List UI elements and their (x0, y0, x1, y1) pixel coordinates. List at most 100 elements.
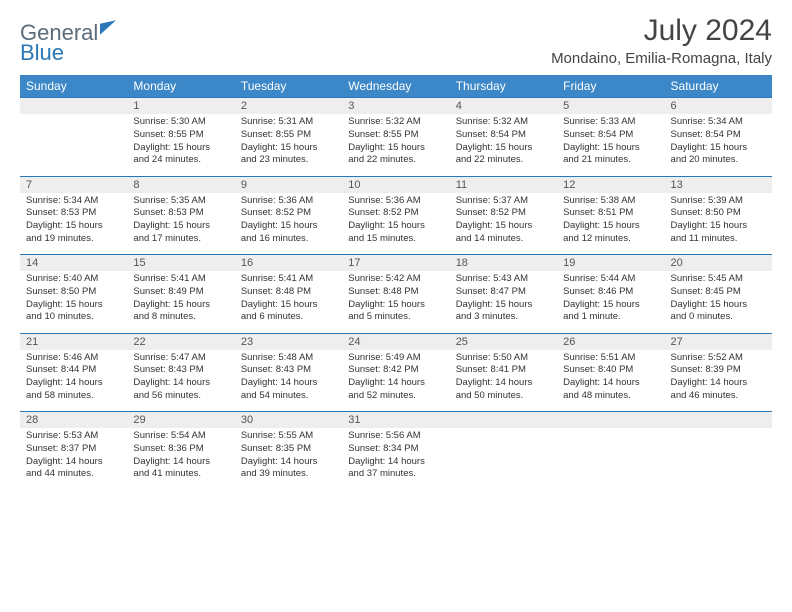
daylight2-text: and 39 minutes. (241, 468, 336, 481)
day-content-cell (450, 428, 557, 490)
sunset-text: Sunset: 8:53 PM (133, 207, 228, 220)
sunset-text: Sunset: 8:46 PM (563, 286, 658, 299)
daylight1-text: Daylight: 15 hours (241, 220, 336, 233)
weekday-row: SundayMondayTuesdayWednesdayThursdayFrid… (20, 75, 772, 98)
day-content-cell: Sunrise: 5:50 AMSunset: 8:41 PMDaylight:… (450, 350, 557, 412)
day-content-cell: Sunrise: 5:32 AMSunset: 8:54 PMDaylight:… (450, 114, 557, 176)
day-number-cell: 25 (450, 333, 557, 350)
day-content-cell: Sunrise: 5:47 AMSunset: 8:43 PMDaylight:… (127, 350, 234, 412)
day-content-cell: Sunrise: 5:40 AMSunset: 8:50 PMDaylight:… (20, 271, 127, 333)
day-number-cell: 14 (20, 255, 127, 272)
day-number-cell: 9 (235, 176, 342, 193)
sunrise-text: Sunrise: 5:40 AM (26, 273, 121, 286)
daylight2-text: and 21 minutes. (563, 154, 658, 167)
day-content-cell: Sunrise: 5:34 AMSunset: 8:54 PMDaylight:… (665, 114, 772, 176)
sunset-text: Sunset: 8:51 PM (563, 207, 658, 220)
sunset-text: Sunset: 8:54 PM (456, 129, 551, 142)
weekday-header: Tuesday (235, 75, 342, 98)
day-content-cell: Sunrise: 5:39 AMSunset: 8:50 PMDaylight:… (665, 193, 772, 255)
day-content-cell: Sunrise: 5:38 AMSunset: 8:51 PMDaylight:… (557, 193, 664, 255)
daylight1-text: Daylight: 15 hours (241, 299, 336, 312)
sunrise-text: Sunrise: 5:30 AM (133, 116, 228, 129)
daylight1-text: Daylight: 14 hours (348, 377, 443, 390)
daylight1-text: Daylight: 15 hours (671, 220, 766, 233)
weekday-header: Wednesday (342, 75, 449, 98)
day-content-cell: Sunrise: 5:55 AMSunset: 8:35 PMDaylight:… (235, 428, 342, 490)
daylight2-text: and 8 minutes. (133, 311, 228, 324)
daylight1-text: Daylight: 15 hours (348, 220, 443, 233)
daylight1-text: Daylight: 14 hours (133, 377, 228, 390)
day-content-cell: Sunrise: 5:49 AMSunset: 8:42 PMDaylight:… (342, 350, 449, 412)
day-number-cell: 1 (127, 98, 234, 115)
daylight1-text: Daylight: 14 hours (241, 456, 336, 469)
sunrise-text: Sunrise: 5:32 AM (456, 116, 551, 129)
sunrise-text: Sunrise: 5:33 AM (563, 116, 658, 129)
sunrise-text: Sunrise: 5:51 AM (563, 352, 658, 365)
day-content-cell: Sunrise: 5:44 AMSunset: 8:46 PMDaylight:… (557, 271, 664, 333)
sunrise-text: Sunrise: 5:34 AM (26, 195, 121, 208)
daynum-row: 78910111213 (20, 176, 772, 193)
sunset-text: Sunset: 8:43 PM (241, 364, 336, 377)
day-number-cell: 27 (665, 333, 772, 350)
sunrise-text: Sunrise: 5:36 AM (348, 195, 443, 208)
daynum-row: 21222324252627 (20, 333, 772, 350)
day-number-cell: 21 (20, 333, 127, 350)
daylight2-text: and 15 minutes. (348, 233, 443, 246)
sunrise-text: Sunrise: 5:56 AM (348, 430, 443, 443)
sunrise-text: Sunrise: 5:31 AM (241, 116, 336, 129)
sunrise-text: Sunrise: 5:38 AM (563, 195, 658, 208)
daylight1-text: Daylight: 14 hours (456, 377, 551, 390)
sunrise-text: Sunrise: 5:34 AM (671, 116, 766, 129)
daylight2-text: and 14 minutes. (456, 233, 551, 246)
logo-text-blue: Blue (20, 40, 64, 65)
daylight2-text: and 3 minutes. (456, 311, 551, 324)
daylight2-text: and 24 minutes. (133, 154, 228, 167)
day-number-cell: 17 (342, 255, 449, 272)
sunrise-text: Sunrise: 5:54 AM (133, 430, 228, 443)
daylight2-text: and 48 minutes. (563, 390, 658, 403)
day-number-cell: 15 (127, 255, 234, 272)
sunset-text: Sunset: 8:45 PM (671, 286, 766, 299)
day-number-cell: 30 (235, 412, 342, 429)
day-number-cell (450, 412, 557, 429)
sunset-text: Sunset: 8:42 PM (348, 364, 443, 377)
day-number-cell: 29 (127, 412, 234, 429)
day-number-cell: 20 (665, 255, 772, 272)
daylight2-text: and 54 minutes. (241, 390, 336, 403)
day-number-cell: 11 (450, 176, 557, 193)
day-number-cell: 7 (20, 176, 127, 193)
day-number-cell (557, 412, 664, 429)
sunrise-text: Sunrise: 5:37 AM (456, 195, 551, 208)
daylight1-text: Daylight: 14 hours (133, 456, 228, 469)
daylight1-text: Daylight: 15 hours (456, 142, 551, 155)
day-content-cell: Sunrise: 5:56 AMSunset: 8:34 PMDaylight:… (342, 428, 449, 490)
sunset-text: Sunset: 8:34 PM (348, 443, 443, 456)
daylight1-text: Daylight: 15 hours (348, 142, 443, 155)
day-content-cell: Sunrise: 5:45 AMSunset: 8:45 PMDaylight:… (665, 271, 772, 333)
daylight2-text: and 46 minutes. (671, 390, 766, 403)
daylight2-text: and 11 minutes. (671, 233, 766, 246)
logo-triangle-icon (100, 20, 116, 34)
sunset-text: Sunset: 8:55 PM (348, 129, 443, 142)
daylight1-text: Daylight: 15 hours (133, 142, 228, 155)
sunset-text: Sunset: 8:55 PM (241, 129, 336, 142)
daylight2-text: and 41 minutes. (133, 468, 228, 481)
daylight2-text: and 22 minutes. (348, 154, 443, 167)
daylight1-text: Daylight: 15 hours (563, 142, 658, 155)
sunset-text: Sunset: 8:48 PM (241, 286, 336, 299)
daylight1-text: Daylight: 15 hours (133, 220, 228, 233)
day-content-cell (557, 428, 664, 490)
content-row: Sunrise: 5:30 AMSunset: 8:55 PMDaylight:… (20, 114, 772, 176)
day-content-cell: Sunrise: 5:36 AMSunset: 8:52 PMDaylight:… (342, 193, 449, 255)
sunrise-text: Sunrise: 5:47 AM (133, 352, 228, 365)
sunrise-text: Sunrise: 5:41 AM (133, 273, 228, 286)
weekday-header: Saturday (665, 75, 772, 98)
day-number-cell: 3 (342, 98, 449, 115)
content-row: Sunrise: 5:40 AMSunset: 8:50 PMDaylight:… (20, 271, 772, 333)
daylight1-text: Daylight: 15 hours (563, 220, 658, 233)
daylight2-text: and 22 minutes. (456, 154, 551, 167)
day-number-cell: 6 (665, 98, 772, 115)
daylight2-text: and 6 minutes. (241, 311, 336, 324)
header: General July 2024 Mondaino, Emilia-Romag… (20, 14, 772, 67)
daylight2-text: and 0 minutes. (671, 311, 766, 324)
